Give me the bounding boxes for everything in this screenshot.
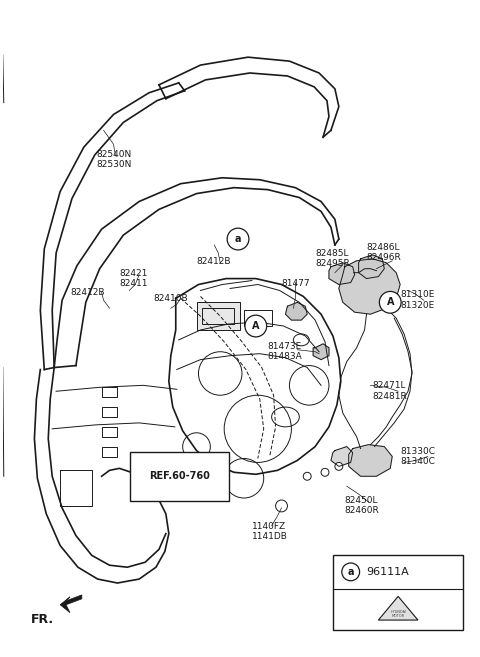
Bar [203,308,234,324]
Polygon shape [349,445,392,476]
Polygon shape [329,263,355,284]
Circle shape [342,563,360,581]
Polygon shape [286,302,307,320]
Polygon shape [60,595,82,613]
Text: 82421
82411: 82421 82411 [120,269,148,288]
Circle shape [303,472,311,480]
Text: 81473E
81483A: 81473E 81483A [268,342,302,361]
Text: a: a [235,234,241,244]
Text: FR.: FR. [30,613,54,625]
Circle shape [227,228,249,250]
Text: 82450L
82460R: 82450L 82460R [345,496,380,516]
Circle shape [245,315,267,337]
Polygon shape [359,255,384,279]
Text: 82540N
82530N: 82540N 82530N [96,150,132,170]
Bar [196,302,240,330]
Text: 81477: 81477 [281,279,310,288]
Circle shape [276,500,288,512]
Bar [102,447,118,457]
Bar [102,388,118,397]
Text: A: A [252,321,260,331]
Text: 82412B: 82412B [70,288,105,298]
Text: 82410B: 82410B [153,294,188,304]
Text: 96111A: 96111A [367,567,409,577]
Text: a: a [348,567,354,577]
Bar [102,407,118,417]
Text: 81330C
81340C: 81330C 81340C [400,447,435,466]
Circle shape [321,468,329,476]
Polygon shape [313,344,329,359]
Bar [102,427,118,437]
Text: 82486L
82496R: 82486L 82496R [367,243,401,262]
Text: 82412B: 82412B [196,257,231,266]
Text: A: A [386,298,394,307]
Polygon shape [339,259,400,314]
Text: HYUNDAI
MOTOR: HYUNDAI MOTOR [390,610,406,618]
Text: 1140FZ
1141DB: 1140FZ 1141DB [252,522,288,541]
Circle shape [335,463,343,470]
Polygon shape [331,447,353,466]
Text: 82471L
82481R: 82471L 82481R [372,381,407,401]
Text: 82485L
82495R: 82485L 82495R [315,249,350,268]
Text: REF.60-760: REF.60-760 [149,471,210,482]
Text: 81310E
81320E: 81310E 81320E [400,290,434,310]
Circle shape [379,292,401,313]
Bar [244,310,272,326]
Polygon shape [378,597,418,620]
Bar [333,555,463,631]
